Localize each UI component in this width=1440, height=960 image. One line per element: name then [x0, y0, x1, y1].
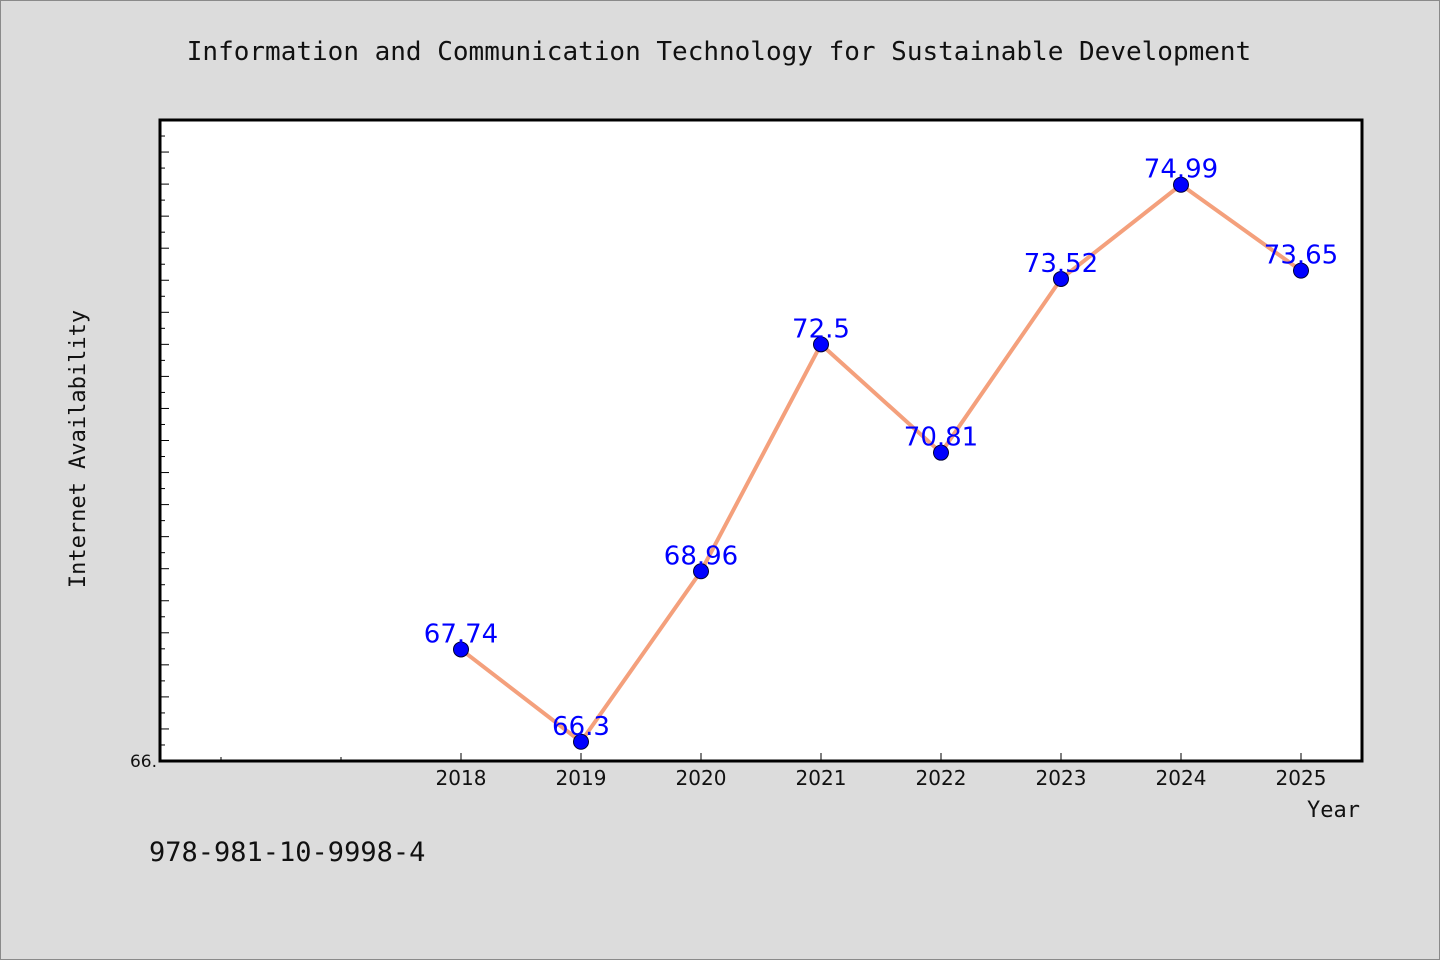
data-label: 68.96	[664, 541, 738, 571]
plot-area	[158, 118, 1364, 763]
series-line-layer	[459, 182, 1303, 744]
data-point	[693, 563, 709, 580]
chart-title: Information and Communication Technology…	[186, 37, 1252, 67]
data-point	[933, 444, 949, 461]
x-tick-label: 2022	[916, 766, 967, 790]
series-line	[459, 182, 1303, 744]
data-label: 66.3	[552, 712, 610, 742]
data-label: 73.65	[1264, 241, 1338, 271]
x-tick-label: 2019	[556, 766, 607, 790]
data-point	[1173, 176, 1189, 193]
x-tick-label: 2018	[436, 766, 487, 790]
data-point	[453, 641, 469, 658]
isbn-text: 978-981-10-9998-4	[149, 837, 426, 868]
x-tick-label: 2024	[1156, 766, 1207, 790]
data-label: 67.74	[424, 619, 498, 649]
data-label: 73.52	[1024, 249, 1098, 279]
axis-ticks: 66. 2018 2019 2020 2021 2022 2023 2024 2025	[130, 119, 1327, 790]
x-tick-label: 2023	[1036, 766, 1087, 790]
x-axis-label: Year	[1307, 798, 1360, 823]
data-point	[573, 733, 589, 750]
x-tick-label: 2021	[796, 766, 847, 790]
x-tick-label: 2020	[676, 766, 727, 790]
data-label: 70.81	[904, 423, 978, 453]
y-tick-label: 66.	[130, 752, 157, 772]
data-labels: 67.74 66.3 68.96 72.5 70.81 73.52 74.99 73.65	[424, 155, 1338, 742]
data-point	[813, 336, 829, 353]
data-label: 72.5	[792, 314, 850, 344]
x-tick-label: 2025	[1276, 766, 1327, 790]
data-point	[1053, 270, 1069, 287]
data-label: 74.99	[1144, 155, 1218, 185]
data-point	[1293, 262, 1309, 279]
y-axis-label: Internet Availability	[66, 310, 91, 588]
series-markers	[453, 176, 1309, 750]
